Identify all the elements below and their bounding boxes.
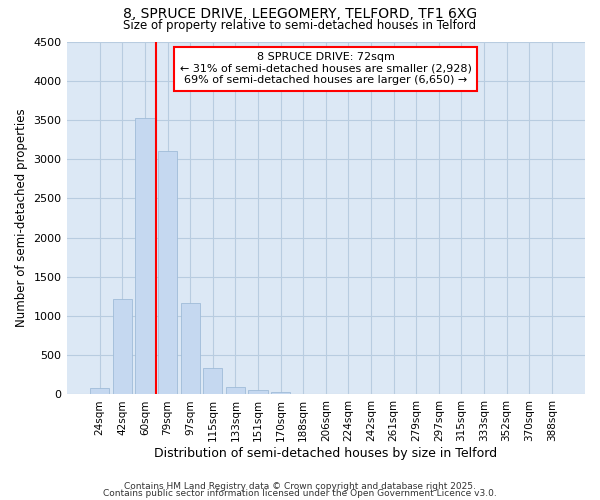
- Text: Size of property relative to semi-detached houses in Telford: Size of property relative to semi-detach…: [124, 18, 476, 32]
- Bar: [90, 388, 109, 394]
- Bar: [248, 390, 268, 394]
- Text: 8, SPRUCE DRIVE, LEEGOMERY, TELFORD, TF1 6XG: 8, SPRUCE DRIVE, LEEGOMERY, TELFORD, TF1…: [123, 8, 477, 22]
- Text: Contains HM Land Registry data © Crown copyright and database right 2025.: Contains HM Land Registry data © Crown c…: [124, 482, 476, 491]
- Bar: [226, 386, 245, 394]
- Bar: [113, 299, 132, 394]
- Bar: [136, 118, 155, 394]
- Text: 8 SPRUCE DRIVE: 72sqm
← 31% of semi-detached houses are smaller (2,928)
69% of s: 8 SPRUCE DRIVE: 72sqm ← 31% of semi-deta…: [180, 52, 472, 86]
- Bar: [203, 368, 223, 394]
- Text: Contains public sector information licensed under the Open Government Licence v3: Contains public sector information licen…: [103, 490, 497, 498]
- Y-axis label: Number of semi-detached properties: Number of semi-detached properties: [15, 108, 28, 328]
- Bar: [271, 392, 290, 394]
- Bar: [181, 302, 200, 394]
- Bar: [158, 152, 177, 394]
- X-axis label: Distribution of semi-detached houses by size in Telford: Distribution of semi-detached houses by …: [154, 447, 497, 460]
